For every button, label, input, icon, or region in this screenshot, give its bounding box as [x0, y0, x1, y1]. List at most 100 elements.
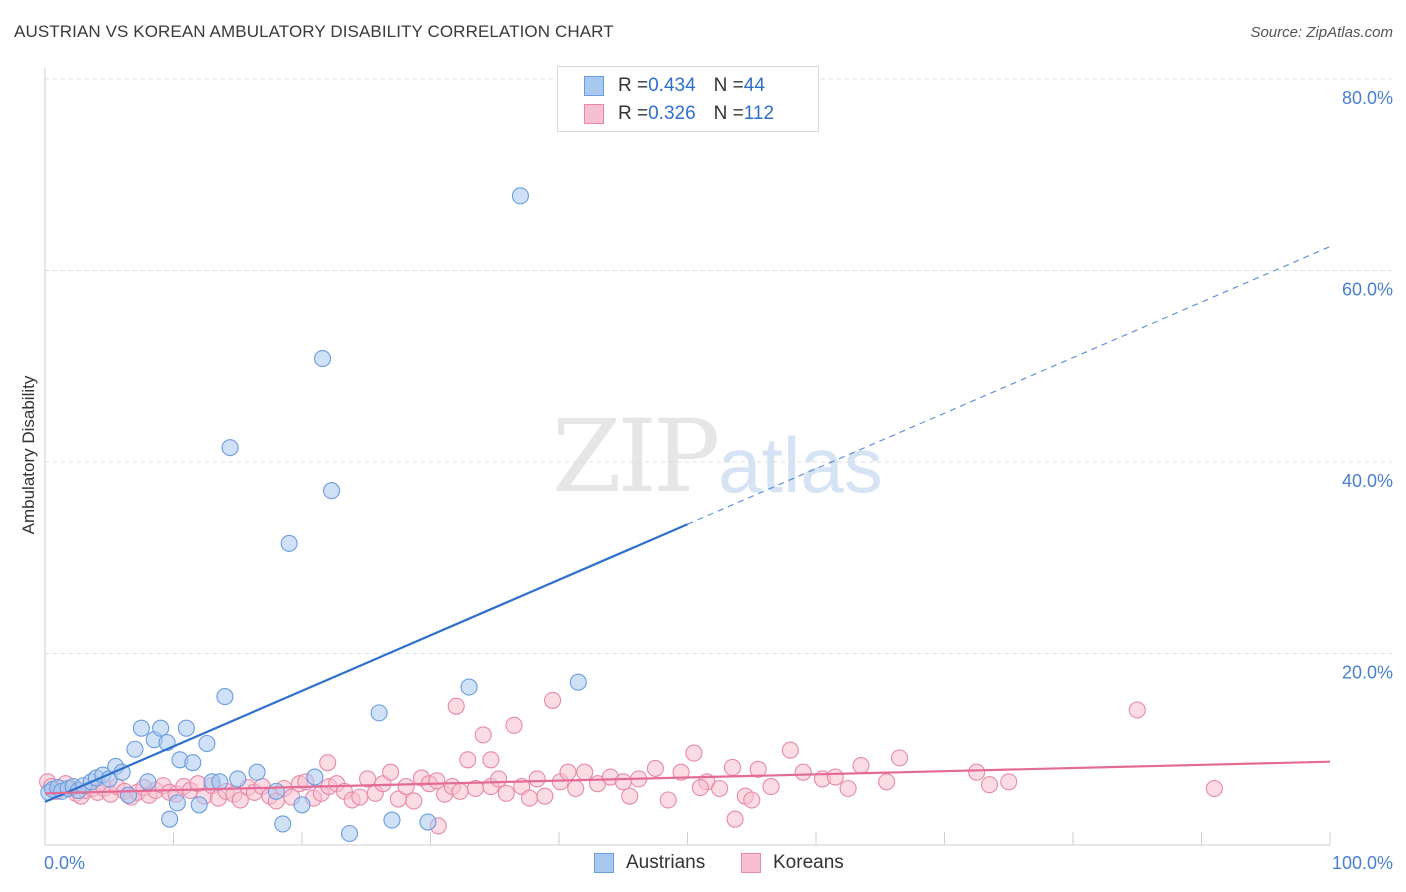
point-koreans [852, 756, 870, 775]
point-koreans [646, 759, 664, 777]
point-austrians [419, 813, 437, 831]
legend-label-austrians: Austrians [626, 852, 706, 873]
point-koreans [382, 763, 400, 781]
point-austrians [211, 773, 229, 791]
point-koreans [319, 754, 337, 772]
trendline-austrians-projection [687, 246, 1331, 525]
point-koreans [490, 770, 508, 788]
point-koreans [762, 778, 780, 796]
chart-title: AUSTRIAN VS KOREAN AMBULATORY DISABILITY… [14, 22, 614, 41]
point-koreans [794, 763, 812, 781]
point-koreans [1000, 773, 1018, 791]
point-austrians [383, 811, 401, 829]
y-tick-label: 20.0% [1342, 663, 1393, 683]
point-austrians [216, 688, 234, 706]
point-austrians [139, 773, 157, 791]
x-tick-label: 100.0% [1332, 853, 1393, 873]
y-tick-label: 40.0% [1342, 471, 1393, 491]
point-austrians [293, 796, 311, 814]
legend-r-value-austrians: 0.434 [648, 75, 696, 96]
point-koreans [743, 791, 761, 809]
point-austrians [229, 770, 247, 788]
trendline-koreans [44, 760, 1331, 795]
point-koreans [1205, 779, 1223, 798]
point-austrians [267, 782, 285, 800]
point-koreans [839, 779, 857, 798]
point-koreans [968, 763, 986, 781]
legend-swatch-austrians [594, 853, 614, 873]
legend-r-label: R = [618, 103, 649, 124]
source-label: Source: ZipAtlas.com [1250, 24, 1393, 41]
point-koreans [576, 763, 594, 781]
point-austrians [280, 534, 298, 552]
point-austrians [190, 796, 208, 814]
point-austrians [184, 754, 202, 772]
point-koreans [567, 779, 585, 798]
point-austrians [221, 439, 239, 457]
point-austrians [119, 786, 138, 804]
point-koreans [505, 716, 523, 734]
legend-row-austrians: R = 0.434 N = 44 [584, 73, 765, 99]
point-austrians [274, 815, 292, 833]
point-austrians [177, 719, 195, 737]
watermark-zip: ZIP [552, 398, 720, 515]
legend-r-value-koreans: 0.326 [648, 103, 696, 124]
legend-swatch-austrians [584, 76, 604, 96]
y-tick-label: 60.0% [1342, 280, 1393, 300]
point-koreans [691, 778, 709, 797]
point-koreans [544, 691, 562, 709]
point-koreans [231, 791, 249, 809]
point-austrians [569, 673, 587, 691]
point-koreans [826, 768, 844, 786]
point-koreans [781, 741, 799, 759]
legend-n-value-austrians: 44 [743, 75, 765, 96]
legend-item-koreans[interactable]: Koreans [741, 852, 844, 874]
point-koreans [711, 779, 729, 798]
point-koreans [672, 763, 690, 781]
stats-legend: R = 0.434 N = 44 R = 0.326 N = 112 [557, 66, 819, 132]
point-koreans [685, 744, 703, 762]
point-koreans [397, 778, 415, 796]
point-koreans [980, 776, 999, 794]
point-koreans [351, 788, 369, 806]
point-austrians [132, 719, 150, 737]
point-austrians [370, 704, 388, 722]
legend-swatch-koreans [741, 853, 761, 873]
watermark-atlas: atlas [718, 421, 883, 509]
point-austrians [511, 187, 530, 205]
legend-item-austrians[interactable]: Austrians [594, 852, 705, 874]
point-koreans [621, 787, 639, 805]
point-austrians [152, 719, 170, 737]
legend-label-koreans: Koreans [773, 852, 844, 873]
point-koreans [447, 697, 465, 715]
legend-n-label: N = [713, 103, 744, 124]
point-koreans [358, 770, 377, 788]
legend-r-label: R = [618, 75, 649, 96]
point-koreans [890, 749, 909, 767]
point-koreans [749, 760, 767, 778]
point-austrians [323, 482, 341, 500]
point-koreans [1128, 701, 1146, 719]
point-austrians [198, 734, 216, 753]
point-koreans [559, 763, 577, 781]
series-legend: Austrians Koreans [0, 852, 1406, 876]
point-austrians [126, 740, 144, 758]
point-austrians [306, 768, 324, 786]
point-austrians [248, 763, 266, 781]
point-austrians [460, 678, 478, 696]
point-koreans [614, 773, 632, 791]
point-koreans [474, 726, 492, 744]
point-koreans [459, 751, 477, 769]
legend-n-value-koreans: 112 [743, 103, 775, 124]
point-koreans [520, 789, 538, 807]
trendline-austrians [44, 523, 688, 803]
legend-swatch-koreans [584, 104, 604, 124]
point-koreans [451, 782, 469, 800]
point-koreans [878, 773, 896, 791]
y-tick-label: 80.0% [1342, 88, 1393, 108]
legend-row-koreans: R = 0.326 N = 112 [584, 101, 774, 127]
legend-n-label: N = [713, 75, 744, 96]
x-tick-label: 0.0% [44, 853, 85, 873]
point-koreans [405, 792, 423, 810]
